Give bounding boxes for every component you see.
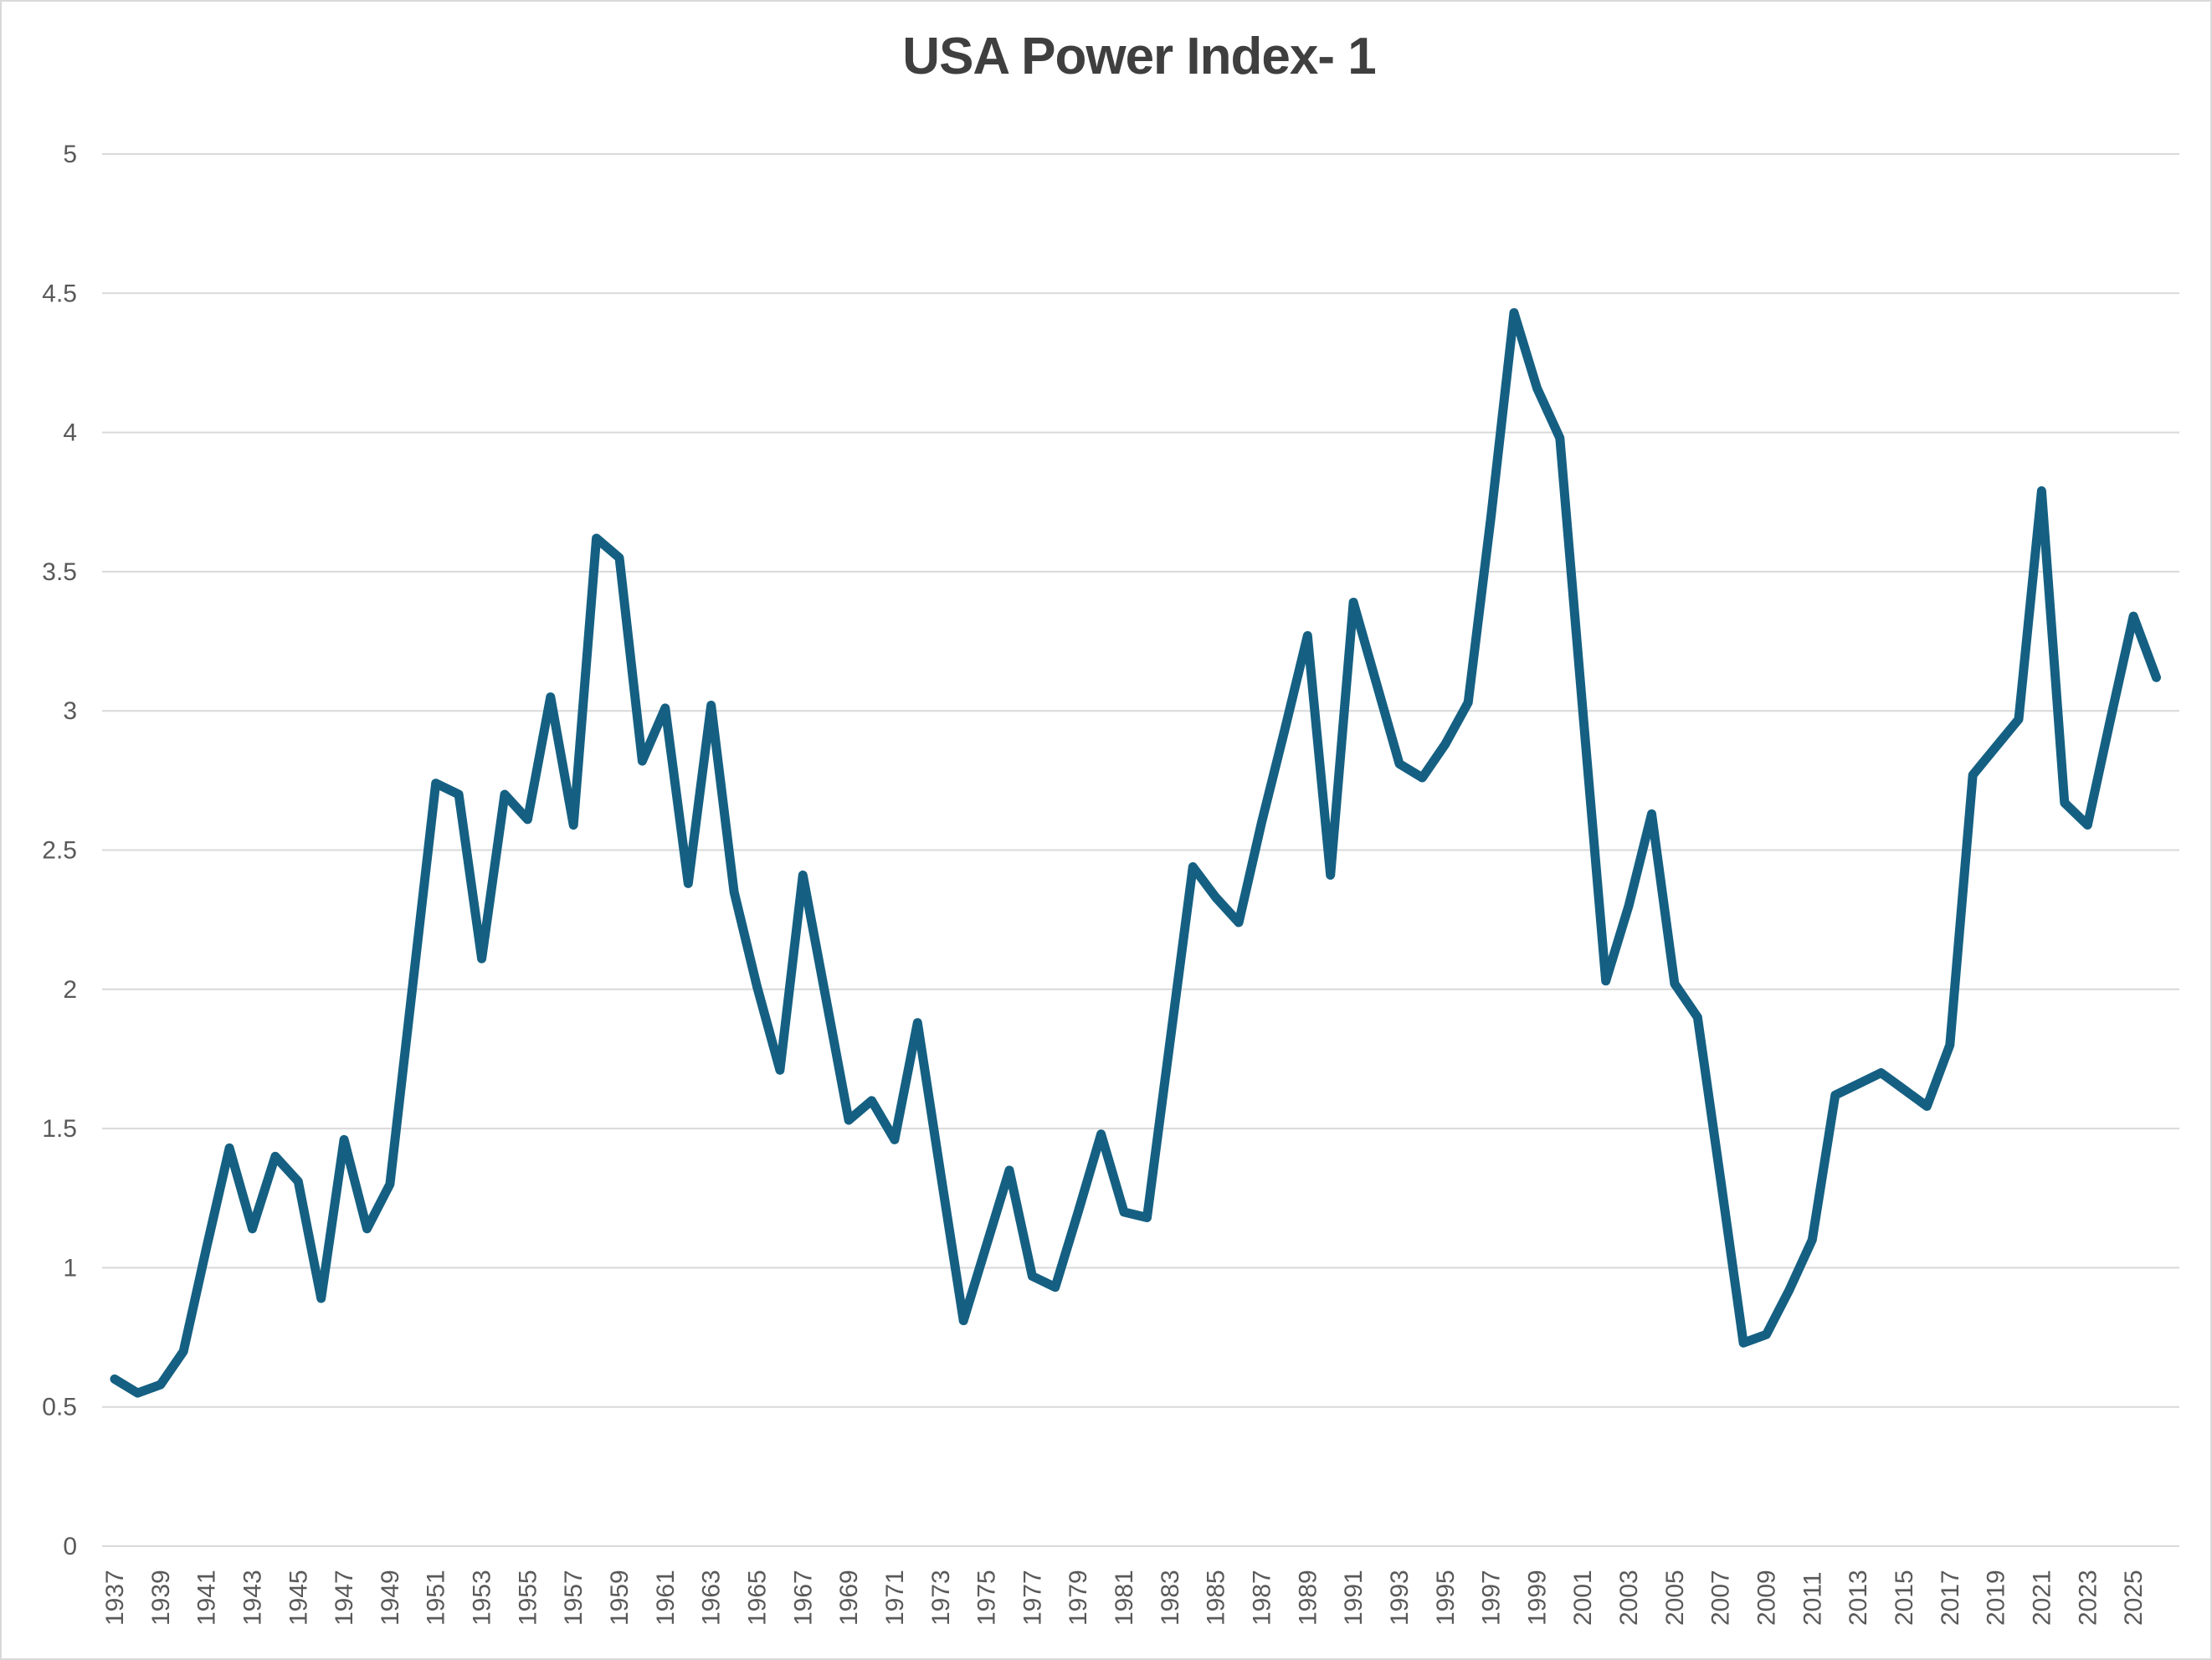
x-tick-label: 1953 xyxy=(469,1570,496,1626)
x-tick-label: 2005 xyxy=(1661,1570,1689,1626)
x-tick-label: 1949 xyxy=(377,1570,404,1626)
x-tick-label: 1983 xyxy=(1157,1570,1184,1626)
x-tick-label: 2017 xyxy=(1937,1570,1964,1626)
x-tick-label: 1959 xyxy=(606,1570,634,1626)
x-tick-label: 1993 xyxy=(1386,1570,1414,1626)
y-tick-label: 2.5 xyxy=(42,837,77,865)
x-tick-label: 1977 xyxy=(1019,1570,1046,1626)
y-tick-label: 0.5 xyxy=(42,1394,77,1421)
x-tick-label: 2025 xyxy=(2120,1570,2148,1626)
x-tick-label: 1999 xyxy=(1523,1570,1551,1626)
x-tick-label: 1979 xyxy=(1065,1570,1092,1626)
y-tick-label: 4 xyxy=(63,419,77,447)
x-tick-label: 1937 xyxy=(101,1570,129,1626)
x-tick-label: 1961 xyxy=(652,1570,680,1626)
x-tick-label: 2019 xyxy=(1983,1570,2010,1626)
y-tick-label: 1.5 xyxy=(42,1115,77,1143)
x-tick-label: 1951 xyxy=(423,1570,450,1626)
x-tick-label: 1973 xyxy=(927,1570,955,1626)
x-tick-label: 1941 xyxy=(193,1570,221,1626)
x-tick-label: 1995 xyxy=(1432,1570,1460,1626)
x-tick-label: 2011 xyxy=(1799,1571,1826,1626)
chart-title: USA Power Index- 1 xyxy=(902,28,1376,85)
x-tick-label: 2013 xyxy=(1845,1570,1872,1626)
y-tick-label: 3 xyxy=(63,697,77,725)
y-tick-label: 4.5 xyxy=(42,280,77,307)
x-tick-label: 1985 xyxy=(1203,1570,1230,1626)
x-tick-label: 1947 xyxy=(331,1570,358,1626)
x-tick-label: 1945 xyxy=(285,1570,312,1626)
x-tick-label: 1967 xyxy=(789,1570,817,1626)
y-tick-label: 2 xyxy=(63,976,77,1004)
x-tick-label: 1943 xyxy=(239,1570,266,1626)
x-tick-label: 1991 xyxy=(1340,1570,1368,1626)
y-tick-label: 3.5 xyxy=(42,558,77,586)
series-line xyxy=(110,308,2161,1398)
y-tick-label: 1 xyxy=(63,1254,77,1282)
x-tick-label: 2015 xyxy=(1891,1570,1918,1626)
x-tick-label: 2023 xyxy=(2074,1570,2102,1626)
x-tick-label: 1955 xyxy=(514,1570,541,1626)
x-tick-label: 1971 xyxy=(881,1570,909,1626)
x-tick-label: 1963 xyxy=(698,1570,726,1626)
x-tick-label: 1989 xyxy=(1294,1570,1322,1626)
x-tick-label: 2009 xyxy=(1753,1570,1781,1626)
x-tick-label: 1969 xyxy=(835,1570,863,1626)
x-tick-label: 2007 xyxy=(1707,1570,1735,1626)
x-tick-label: 1975 xyxy=(973,1570,1001,1626)
x-tick-label: 1997 xyxy=(1478,1570,1506,1626)
x-tick-label: 1987 xyxy=(1249,1570,1276,1626)
x-tick-label: 2001 xyxy=(1569,1570,1597,1626)
x-tick-label: 2003 xyxy=(1615,1570,1643,1626)
x-tick-label: 1965 xyxy=(743,1570,771,1626)
x-tick-label: 2021 xyxy=(2028,1570,2055,1626)
y-tick-label: 5 xyxy=(63,141,77,168)
x-tick-label: 1981 xyxy=(1111,1570,1138,1626)
x-tick-label: 1957 xyxy=(560,1570,588,1626)
y-tick-label: 0 xyxy=(63,1533,77,1560)
x-tick-label: 1939 xyxy=(147,1570,175,1626)
